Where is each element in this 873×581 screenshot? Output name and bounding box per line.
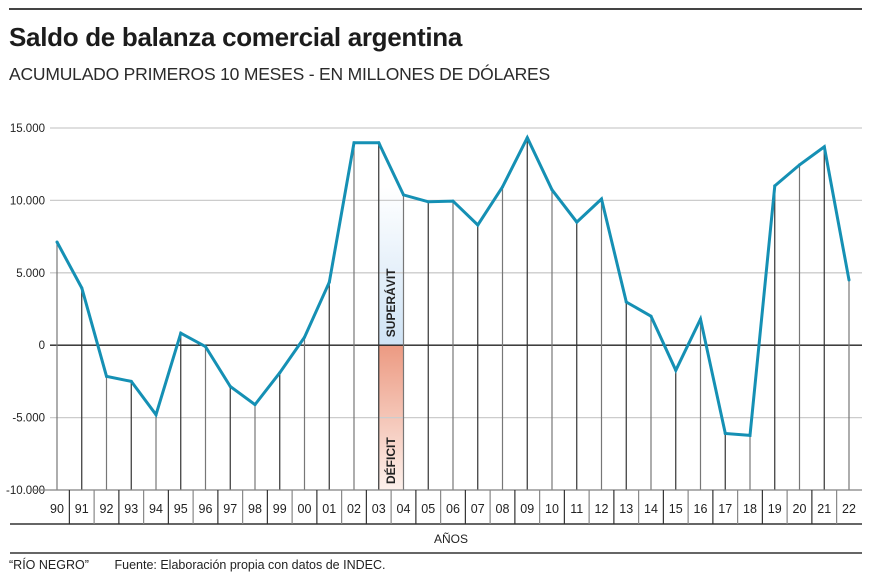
- x-tick-label: 02: [347, 502, 361, 516]
- footer: “RÍO NEGRO” Fuente: Elaboración propia c…: [9, 558, 385, 572]
- data-point: [773, 184, 777, 188]
- data-point: [674, 368, 678, 372]
- data-point: [154, 413, 158, 417]
- x-tick-label: 04: [397, 502, 411, 516]
- x-tick-label: 19: [768, 502, 782, 516]
- x-tick-label: 20: [793, 502, 807, 516]
- x-tick-label: 12: [595, 502, 609, 516]
- deficit-label: DÉFICIT: [383, 437, 398, 484]
- data-point: [253, 403, 257, 407]
- surplus-band: [378, 186, 404, 346]
- data-point: [550, 188, 554, 192]
- chart-title: Saldo de balanza comercial argentina: [9, 22, 463, 52]
- data-point: [600, 197, 603, 201]
- data-point: [476, 223, 480, 227]
- top-rule: [9, 8, 862, 10]
- x-tick-label: 99: [273, 502, 287, 516]
- data-point: [426, 200, 430, 204]
- data-point: [377, 141, 381, 145]
- footer-credit: “RÍO NEGRO”: [9, 558, 89, 572]
- x-tick-label: 05: [421, 502, 435, 516]
- x-tick-label: 10: [545, 502, 559, 516]
- data-point: [649, 314, 653, 318]
- x-tick-label: 94: [149, 502, 163, 516]
- x-tick-label: 03: [372, 502, 386, 516]
- x-tick-label: 13: [619, 502, 633, 516]
- y-tick-label: 15.000: [10, 123, 45, 135]
- x-tick-label: 15: [669, 502, 683, 516]
- x-tick-label: 22: [842, 502, 856, 516]
- y-tick-label: -10.000: [6, 485, 45, 497]
- data-point: [80, 286, 84, 290]
- data-point: [303, 335, 306, 339]
- data-point: [402, 193, 405, 197]
- y-tick-label: -5.000: [12, 413, 45, 425]
- x-tick-label: 06: [446, 502, 460, 516]
- surplus-label: SUPERÁVIT: [383, 268, 398, 337]
- data-point: [204, 345, 207, 349]
- x-tick-label: 95: [174, 502, 188, 516]
- x-tick-label: 11: [570, 502, 583, 516]
- y-tick-label: 10.000: [10, 195, 45, 207]
- data-point: [278, 371, 282, 375]
- x-tick-label: 08: [496, 502, 510, 516]
- x-tick-label: 92: [100, 502, 114, 516]
- y-tick-label: 0: [39, 340, 45, 352]
- data-point: [847, 278, 851, 282]
- x-tick-label: 09: [520, 502, 534, 516]
- data-point: [327, 280, 331, 284]
- x-tick-label: 17: [718, 502, 732, 516]
- data-point: [525, 136, 529, 140]
- data-point: [352, 141, 356, 145]
- data-point: [129, 379, 133, 383]
- x-tick-label: 07: [471, 502, 485, 516]
- data-point: [228, 384, 232, 388]
- data-point: [748, 433, 752, 437]
- x-tick-label: 93: [124, 502, 138, 516]
- data-point: [179, 331, 183, 335]
- x-tick-label: 91: [75, 502, 89, 516]
- x-tick-label: 98: [248, 502, 262, 516]
- data-point: [699, 317, 702, 321]
- x-tick-label: 01: [322, 502, 336, 516]
- chart-subtitle: ACUMULADO PRIMEROS 10 MESES - EN MILLONE…: [9, 64, 550, 84]
- data-point: [575, 220, 579, 224]
- x-tick-label: 96: [199, 502, 213, 516]
- x-tick-label: 90: [50, 502, 64, 516]
- y-tick-label: 5.000: [16, 268, 45, 280]
- data-point: [822, 145, 826, 149]
- data-point: [624, 300, 628, 304]
- x-tick-label: 16: [694, 502, 708, 516]
- x-tick-label: 18: [743, 502, 757, 516]
- x-tick-label: 00: [298, 502, 312, 516]
- data-point: [501, 185, 504, 189]
- data-point: [451, 199, 455, 203]
- data-point: [55, 240, 59, 244]
- x-tick-label: 14: [644, 502, 658, 516]
- data-point: [723, 432, 727, 436]
- x-tick-label: 97: [223, 502, 237, 516]
- footer-source: Fuente: Elaboración propia con datos de …: [114, 558, 386, 572]
- data-point: [105, 374, 108, 378]
- x-tick-label: 21: [817, 502, 831, 516]
- x-axis-label: AÑOS: [434, 532, 468, 546]
- data-point: [798, 163, 801, 167]
